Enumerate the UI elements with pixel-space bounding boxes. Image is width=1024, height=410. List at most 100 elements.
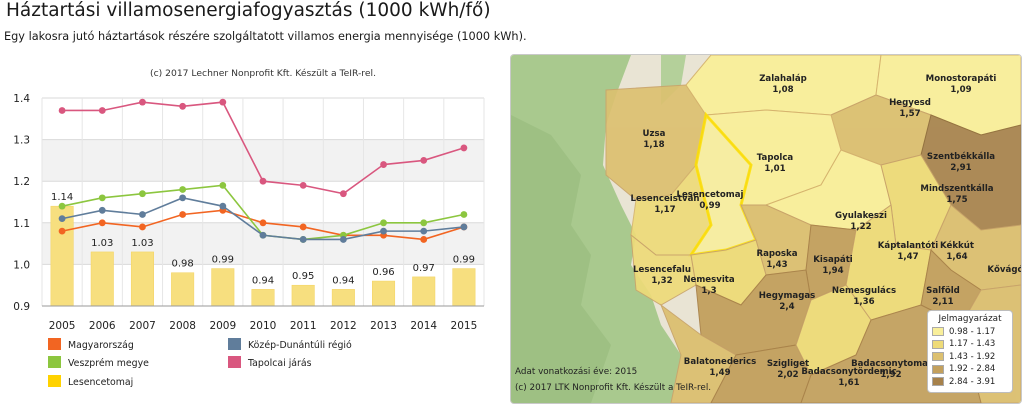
chart-area: (c) 2017 Lechner Nonprofit Kft. Készült … bbox=[0, 56, 500, 406]
series-point bbox=[98, 219, 106, 227]
legend-label: Tapolcai járás bbox=[247, 358, 312, 369]
map-label-szigliget[interactable]: Szigliget 2,02 bbox=[766, 359, 810, 380]
series-point bbox=[259, 177, 267, 185]
bar bbox=[130, 251, 154, 307]
map-label-lesencetomaj[interactable]: Lesencetomaj 0,99 bbox=[676, 190, 744, 211]
map-label-hegymagas[interactable]: Hegymagas 2,4 bbox=[758, 291, 816, 312]
map-legend-row: 1.92 - 2.84 bbox=[932, 363, 1008, 376]
bar-data-label: 0.94 bbox=[332, 275, 354, 286]
map-label-mindszentkalla[interactable]: Mindszentkálla 1,75 bbox=[920, 184, 994, 205]
map-credit: (c) 2017 LTK Nonprofit Kft. Készült a Te… bbox=[515, 383, 712, 393]
bar bbox=[90, 251, 114, 307]
bar bbox=[372, 280, 396, 307]
series-point bbox=[380, 227, 387, 235]
series-point bbox=[58, 215, 66, 223]
chart-credit: (c) 2017 Lechner Nonprofit Kft. Készült … bbox=[150, 68, 376, 79]
legend-swatch bbox=[932, 377, 944, 387]
map-label-gyulakeszi[interactable]: Gyulakeszi 1,22 bbox=[835, 211, 887, 232]
legend-swatch bbox=[932, 364, 944, 374]
map-label-nemesgulacs[interactable]: Nemesgulács 1,36 bbox=[831, 286, 897, 307]
map-label-zalahalap[interactable]: Zalahaláp 1,08 bbox=[759, 74, 807, 95]
y-tick-label: 1.4 bbox=[13, 93, 30, 105]
legend-label: Magyarország bbox=[68, 340, 134, 351]
legend-label: Veszprém megye bbox=[68, 358, 149, 369]
map-legend-title: Jelmagyarázat bbox=[938, 313, 1002, 324]
bar-data-label: 0.95 bbox=[292, 271, 314, 282]
x-tick-label: 2015 bbox=[451, 320, 478, 332]
bar-data-label: 0.96 bbox=[372, 267, 394, 278]
map-label-kisapati[interactable]: Kisapáti 1,94 bbox=[813, 255, 853, 276]
map-label-badacsonytordemic[interactable]: Badacsonytördemic 1,61 bbox=[801, 367, 897, 388]
map-label-tapolca[interactable]: Tapolca 1,01 bbox=[756, 153, 794, 174]
legend-swatch bbox=[932, 327, 944, 337]
bar-data-label: 0.99 bbox=[453, 255, 475, 266]
bar-data-label: 0.94 bbox=[252, 275, 274, 286]
series-point bbox=[259, 231, 267, 239]
bar-data-label: 1.03 bbox=[131, 238, 153, 249]
legend-swatch bbox=[228, 338, 241, 350]
series-point bbox=[179, 102, 187, 110]
map-label-hegyesd[interactable]: Hegyesd 1,57 bbox=[889, 98, 931, 119]
map-label-badacsonytomaj[interactable]: Badacsonytomaj 1,92 bbox=[851, 359, 931, 380]
legend-swatch bbox=[48, 338, 61, 350]
x-tick-label: 2013 bbox=[370, 320, 397, 332]
page-subtitle: Egy lakosra jutó háztartások részére szo… bbox=[4, 30, 527, 43]
chart-band bbox=[42, 222, 484, 265]
y-tick-label: 1.3 bbox=[13, 135, 30, 147]
y-tick-label: 1.1 bbox=[13, 218, 30, 230]
series-point bbox=[139, 190, 146, 198]
x-tick-label: 2006 bbox=[89, 320, 116, 332]
x-tick-label: 2012 bbox=[330, 320, 357, 332]
map-label-lesencefalu[interactable]: Lesencefalu 1,32 bbox=[633, 265, 691, 286]
bar-data-label: 1.03 bbox=[91, 238, 113, 249]
map-label-balatonederics[interactable]: Balatonederics 1,49 bbox=[683, 357, 757, 378]
legend-range: 1.92 - 2.84 bbox=[949, 364, 996, 375]
y-tick-label: 1.0 bbox=[13, 259, 30, 271]
map-label-kovagoors[interactable]: Kővágóörs bbox=[987, 265, 1021, 275]
bar bbox=[452, 268, 476, 307]
series-point bbox=[460, 223, 468, 231]
series-point bbox=[58, 202, 66, 210]
map-label-monostorapati[interactable]: Monostorapáti 1,09 bbox=[925, 74, 997, 95]
legend-range: 2.84 - 3.91 bbox=[949, 376, 996, 387]
x-tick-label: 2005 bbox=[49, 320, 76, 332]
legend-swatch bbox=[932, 352, 944, 362]
map-label-kekkut[interactable]: Kékkút 1,64 bbox=[940, 241, 974, 262]
legend-swatch bbox=[228, 356, 241, 368]
series-point bbox=[420, 157, 428, 164]
series-point bbox=[420, 227, 428, 235]
page-title: Háztartási villamosenergiafogyasztás (10… bbox=[6, 0, 491, 21]
series-point bbox=[58, 227, 66, 235]
map-label-lesenceistvan[interactable]: Lesenceistván 1,17 bbox=[630, 194, 700, 215]
chart-band bbox=[42, 139, 484, 182]
map-legend-row: 2.84 - 3.91 bbox=[932, 376, 1008, 389]
map-legend-row: 0.98 - 1.17 bbox=[932, 326, 1008, 339]
series-point bbox=[219, 202, 227, 210]
series-point bbox=[460, 144, 468, 152]
map-label-uzsa[interactable]: Uzsa 1,18 bbox=[642, 129, 666, 150]
bar-data-label: 0.98 bbox=[172, 259, 194, 270]
map-label-nemesvita[interactable]: Nemesvita 1,3 bbox=[683, 275, 735, 296]
series-point bbox=[299, 223, 307, 231]
chart-svg: (c) 2017 Lechner Nonprofit Kft. Készült … bbox=[13, 68, 485, 388]
map-label-szentbekkalla[interactable]: Szentbékkálla 2,91 bbox=[926, 152, 996, 173]
x-tick-label: 2014 bbox=[410, 320, 437, 332]
series-point bbox=[98, 107, 106, 114]
series-point bbox=[259, 219, 267, 227]
x-tick-label: 2008 bbox=[169, 320, 196, 332]
map-panel[interactable]: Zalahaláp 1,08 Monostorapáti 1,09 Hegyesd 1… bbox=[510, 54, 1022, 404]
legend-range: 0.98 - 1.17 bbox=[949, 326, 996, 337]
series-point bbox=[139, 223, 146, 231]
bar-data-label: 0.99 bbox=[212, 255, 234, 266]
series-point bbox=[339, 236, 347, 243]
legend-swatch bbox=[48, 375, 61, 387]
series-point bbox=[179, 211, 187, 218]
map-label-salfold[interactable]: Salföld 2,11 bbox=[926, 286, 960, 307]
map-label-kaptalantoti[interactable]: Káptalantóti 1,47 bbox=[877, 241, 939, 262]
y-tick-label: 1.2 bbox=[13, 176, 30, 188]
map-label-raposka[interactable]: Raposka 1,43 bbox=[756, 249, 798, 270]
bar bbox=[251, 289, 275, 307]
map-legend-row: 1.43 - 1.92 bbox=[932, 351, 1008, 364]
map-legend-row: 1.17 - 1.43 bbox=[932, 338, 1008, 351]
series-point bbox=[179, 186, 187, 193]
